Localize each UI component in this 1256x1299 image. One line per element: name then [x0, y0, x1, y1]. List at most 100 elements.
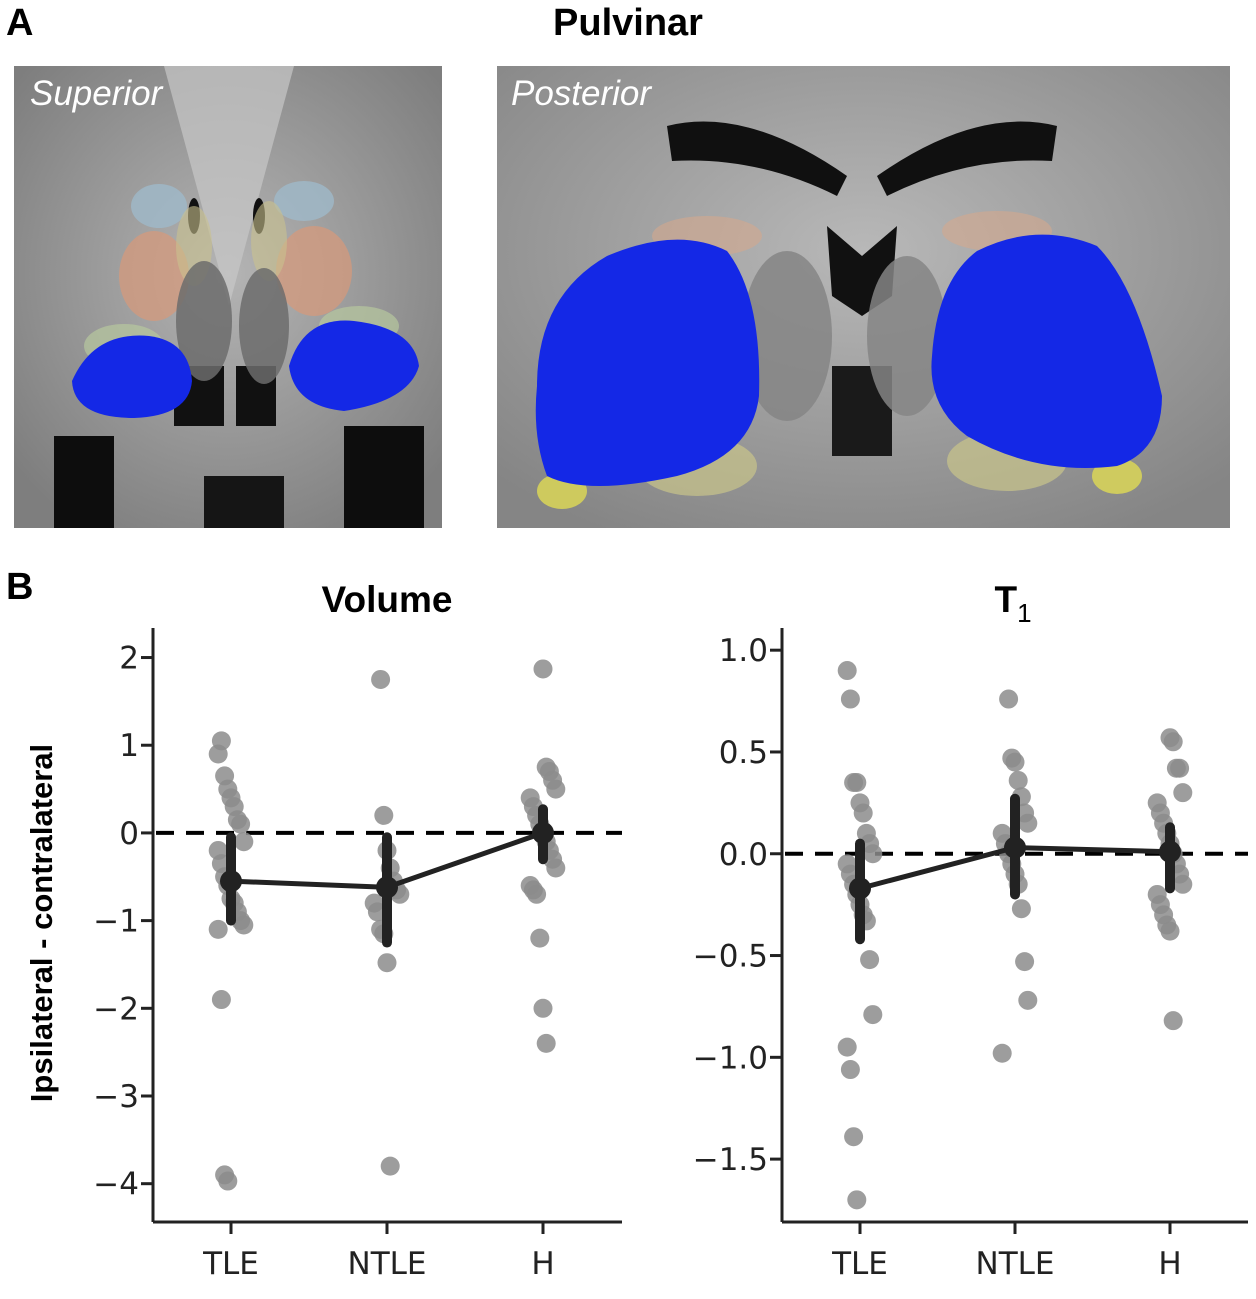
superior-view-label: Superior [30, 74, 163, 113]
y-tick-label-1-2: 0.0 [719, 837, 768, 873]
data-point-1-1-2 [1005, 752, 1025, 772]
data-point-0-1-2 [377, 840, 397, 860]
data-point-1-1-3 [1008, 770, 1028, 790]
data-point-0-0-2 [215, 766, 235, 786]
chart-title-subscript-1: 1 [1017, 598, 1031, 628]
data-point-1-2-1 [1163, 732, 1183, 752]
data-point-0-0-19 [211, 990, 231, 1010]
posterior-view-label: Posterior [511, 74, 652, 113]
data-point-0-0-7 [231, 814, 251, 834]
data-point-1-2-15 [1150, 895, 1170, 915]
y-tick-label-1-5: −1.5 [693, 1142, 768, 1178]
data-point-1-1-16 [992, 1043, 1012, 1063]
data-point-1-1-9 [999, 844, 1019, 864]
data-point-0-1-0 [371, 669, 391, 689]
y-tick-label-1-3: −0.5 [693, 939, 768, 975]
data-point-0-2-17 [530, 928, 550, 948]
data-point-1-0-13 [850, 895, 870, 915]
data-point-0-2-16 [527, 884, 547, 904]
data-point-0-1-4 [383, 871, 403, 891]
data-point-1-1-1 [1002, 748, 1022, 768]
data-point-0-2-15 [523, 880, 543, 900]
data-point-1-2-13 [1173, 874, 1193, 894]
data-point-1-0-5 [853, 803, 873, 823]
y-tick-label-0-0: 2 [119, 641, 139, 677]
data-point-1-2-18 [1160, 921, 1180, 941]
data-point-0-2-13 [546, 858, 566, 878]
y-tick-label-1-4: −1.0 [693, 1040, 768, 1076]
data-point-0-1-7 [364, 893, 384, 913]
data-point-0-0-15 [227, 902, 247, 922]
data-point-0-0-14 [224, 893, 244, 913]
volume-plot: Volume 2 1 0 −1 −2 −3 −4 TLE NTLE H [93, 579, 622, 1282]
data-point-0-1-8 [367, 902, 387, 922]
data-point-1-1-4 [1011, 787, 1031, 807]
data-point-1-2-5 [1147, 793, 1167, 813]
y-axis-label: Ipsilateral - contralateral [24, 744, 59, 1102]
data-point-1-2-3 [1170, 758, 1190, 778]
data-point-1-0-11 [844, 874, 864, 894]
data-point-1-0-16 [860, 950, 880, 970]
data-point-1-0-19 [840, 1060, 860, 1080]
data-point-0-2-7 [527, 805, 547, 825]
data-point-0-2-3 [543, 770, 563, 790]
x-tick-label-1-2: H [1158, 1246, 1181, 1282]
posterior-brain-render [497, 66, 1230, 528]
data-point-0-2-4 [546, 779, 566, 799]
data-point-0-0-1 [211, 731, 231, 751]
data-point-1-0-17 [863, 1005, 883, 1025]
posterior-left-pulvinar [535, 239, 760, 486]
data-point-1-1-10 [1002, 854, 1022, 874]
data-point-1-1-14 [1015, 952, 1035, 972]
data-point-0-2-19 [536, 1033, 556, 1053]
data-point-1-0-21 [847, 1190, 867, 1210]
data-point-1-2-6 [1150, 803, 1170, 823]
data-point-0-2-18 [533, 998, 553, 1018]
data-point-0-0-13 [221, 889, 241, 909]
data-point-0-2-1 [536, 757, 556, 777]
data-point-0-0-0 [208, 744, 228, 764]
data-point-0-2-12 [543, 849, 563, 869]
data-point-1-0-6 [856, 823, 876, 843]
superior-view-image: Superior [14, 66, 442, 528]
data-point-1-2-11 [1166, 854, 1186, 874]
mean-line-1 [859, 845, 1171, 891]
chart-title-0: Volume [322, 579, 453, 620]
data-point-0-0-16 [231, 911, 251, 931]
data-point-1-1-13 [1011, 899, 1031, 919]
data-point-1-1-12 [1008, 874, 1028, 894]
x-tick-label-0-2: H [531, 1246, 554, 1282]
data-point-1-2-19 [1163, 1011, 1183, 1031]
data-point-0-0-8 [234, 832, 254, 852]
data-point-0-0-12 [218, 876, 238, 896]
data-point-0-2-6 [523, 797, 543, 817]
data-point-1-1-6 [1018, 813, 1038, 833]
data-point-0-0-6 [227, 810, 247, 830]
data-point-1-0-3 [847, 773, 867, 792]
y-tick-label-0-5: −3 [93, 1079, 139, 1115]
data-point-0-2-14 [520, 876, 540, 896]
data-point-1-0-9 [837, 854, 857, 874]
data-point-1-1-8 [995, 834, 1015, 854]
data-point-1-1-5 [1015, 803, 1035, 823]
data-point-1-2-7 [1154, 813, 1174, 833]
data-point-0-1-11 [377, 953, 397, 973]
y-tick-label-0-3: −1 [93, 904, 139, 940]
data-point-1-1-15 [1018, 990, 1038, 1010]
data-point-0-2-9 [533, 823, 553, 843]
data-point-1-0-14 [853, 905, 873, 925]
data-point-1-0-12 [847, 884, 867, 904]
superior-left-pulvinar [72, 335, 192, 418]
data-point-1-2-14 [1147, 884, 1167, 904]
data-point-1-0-0 [837, 661, 857, 681]
y-tick-label-1-0: 1.0 [719, 633, 768, 669]
data-point-1-2-16 [1154, 905, 1174, 925]
mean-point-1-1 [1004, 836, 1026, 859]
mean-point-0-2 [532, 821, 554, 844]
data-point-1-0-10 [840, 864, 860, 884]
panel-a-letter: A [6, 2, 34, 44]
mean-point-1-2 [1159, 840, 1181, 863]
data-point-0-1-10 [374, 924, 394, 944]
data-point-1-1-0 [999, 689, 1019, 709]
data-point-0-0-20 [215, 1165, 235, 1185]
